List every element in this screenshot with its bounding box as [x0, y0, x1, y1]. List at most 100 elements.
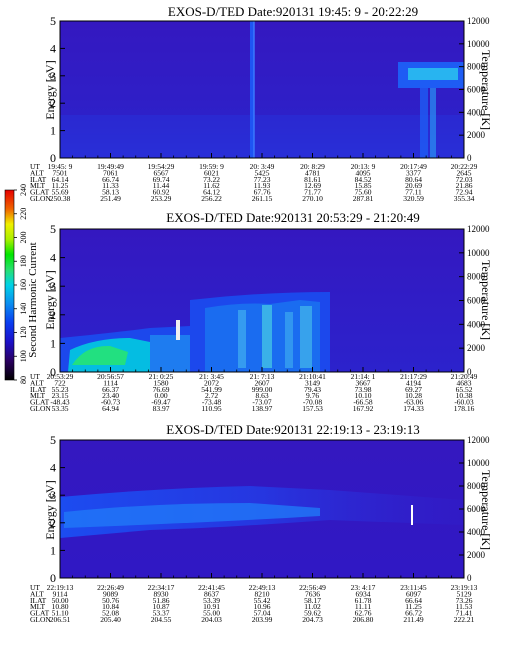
orbit-cell: 10.80 [52, 602, 69, 611]
panel-3-energy-axis: 0 1 2 3 4 5 [50, 433, 65, 585]
orbit-cell: 21: 3:45 [199, 372, 224, 381]
panel-1-x-ticks [59, 153, 465, 158]
energy-tick-label: 3 [50, 279, 56, 293]
orbit-cell: 7061 [103, 168, 118, 177]
temperature-tick-label: 8000 [467, 62, 486, 72]
orbit-cell: -60.03 [454, 398, 474, 407]
orbit-cell: 22:26:49 [97, 583, 124, 592]
orbit-cell: 61.78 [355, 596, 372, 605]
orbit-row-label: ILAT [30, 175, 47, 184]
orbit-row-label: ILAT [30, 596, 47, 605]
panel-2-energy-axis: 0 1 2 3 4 5 [50, 222, 65, 379]
colorbar-tick-label: 200 [19, 232, 28, 244]
panel-2-temperature-axis: 0 2000 4000 6000 8000 10000 12000 [459, 224, 490, 377]
orbit-cell: 22:34:17 [148, 583, 175, 592]
orbit-cell: 20: 3:49 [250, 162, 275, 171]
orbit-cell: 178.16 [454, 404, 475, 413]
panel-2-streak-2 [262, 305, 272, 368]
orbit-cell: 76.69 [153, 385, 170, 394]
orbit-cell: 19:45: 9 [48, 162, 73, 171]
energy-tick-label: 1 [50, 336, 56, 350]
orbit-cell: 11.44 [153, 181, 170, 190]
orbit-cell: 253.29 [151, 194, 172, 203]
orbit-cell: 11.25 [52, 181, 69, 190]
orbit-cell: 19:49:49 [97, 162, 124, 171]
orbit-cell: 73.26 [456, 596, 473, 605]
orbit-cell: 6021 [204, 168, 219, 177]
orbit-cell: 203.99 [252, 615, 273, 624]
temperature-tick-label: 0 [467, 573, 472, 583]
orbit-cell: 71.77 [304, 188, 321, 197]
orbit-cell: 72.94 [456, 188, 473, 197]
orbit-cell: 3667 [356, 378, 371, 387]
temperature-tick-label: 12000 [467, 224, 490, 234]
energy-tick-label: 3 [50, 69, 56, 83]
orbit-cell: 80.64 [405, 175, 422, 184]
panel-1-streak-right-2 [430, 88, 436, 158]
orbit-cell: 22:41:45 [198, 583, 225, 592]
orbit-cell: 50.00 [52, 596, 69, 605]
orbit-cell: 55.00 [203, 609, 220, 618]
panel-3-title: EXOS-D/TED Date:920131 22:19:13 - 23:19:… [166, 422, 419, 437]
orbit-row-label: GLON [30, 194, 51, 203]
energy-tick-label: 5 [50, 222, 56, 236]
panel-2-white-mark [176, 320, 180, 340]
orbit-cell: 55.42 [254, 596, 271, 605]
orbit-cell: 64.14 [52, 175, 69, 184]
orbit-cell: 10.84 [102, 602, 119, 611]
orbit-cell: 2607 [255, 378, 270, 387]
orbit-cell: 3149 [305, 378, 320, 387]
energy-tick-label: 3 [50, 488, 56, 502]
colorbar-tick-label: 220 [19, 208, 28, 220]
orbit-cell: 73.98 [355, 385, 372, 394]
orbit-cell: 355.34 [454, 194, 475, 203]
orbit-cell: 1114 [103, 378, 118, 387]
orbit-cell: 84.52 [355, 175, 372, 184]
orbit-cell: 261.15 [252, 194, 273, 203]
temperature-tick-label: 12000 [467, 16, 490, 26]
orbit-cell: 10.10 [355, 391, 372, 400]
orbit-cell: 71.41 [456, 609, 473, 618]
orbit-cell: 11.93 [254, 181, 271, 190]
orbit-cell: 23.15 [52, 391, 69, 400]
colorbar-ticks: 80 100 120 140 160 180 200 220 240 [14, 184, 28, 384]
orbit-row-label: GLAT [30, 609, 50, 618]
orbit-cell: 222.21 [454, 615, 475, 624]
panel-1-vertical-streak-core [253, 21, 255, 158]
orbit-cell: 256.22 [201, 194, 222, 203]
energy-tick-label: 0 [50, 365, 56, 379]
orbit-cell: 206.51 [50, 615, 71, 624]
temperature-tick-label: 12000 [467, 435, 490, 445]
temperature-tick-label: 4000 [467, 107, 486, 117]
orbit-cell: 52.08 [102, 609, 119, 618]
orbit-row-label: GLON [30, 404, 51, 413]
colorbar-tick-label: 240 [19, 184, 28, 196]
temperature-tick-label: 2000 [467, 343, 486, 353]
orbit-cell: 59.62 [304, 609, 321, 618]
panel-2-title: EXOS-D/TED Date:920131 20:53:29 - 21:20:… [166, 210, 419, 225]
temperature-tick-label: 8000 [467, 481, 486, 491]
orbit-cell: 270.10 [302, 194, 323, 203]
orbit-cell: 10.38 [456, 391, 473, 400]
orbit-cell: 23.40 [102, 391, 119, 400]
colorbar-tick-label: 80 [19, 376, 28, 384]
orbit-cell: 722 [54, 378, 66, 387]
orbit-cell: 5129 [457, 589, 472, 598]
orbit-cell: 206.80 [353, 615, 374, 624]
orbit-cell: 251.49 [100, 194, 121, 203]
orbit-row-label: GLAT [30, 398, 50, 407]
orbit-cell: 5425 [255, 168, 270, 177]
orbit-row-label: ALT [30, 168, 44, 177]
orbit-cell: -60.73 [101, 398, 121, 407]
orbit-cell: 11.62 [203, 181, 220, 190]
orbit-cell: 22:56:49 [299, 583, 326, 592]
panel-3-band-core [64, 503, 320, 528]
orbit-cell: -73.48 [202, 398, 222, 407]
colorbar-tick-label: 180 [19, 255, 28, 267]
panel-1-vertical-streak [250, 21, 254, 158]
temperature-tick-label: 6000 [467, 504, 486, 514]
energy-tick-label: 2 [50, 96, 56, 110]
orbit-cell: 4194 [406, 378, 421, 387]
